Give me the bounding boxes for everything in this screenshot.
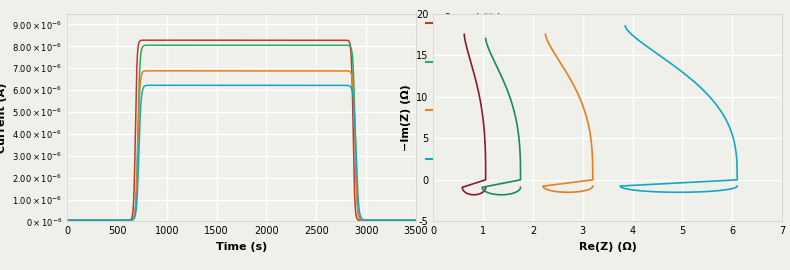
Line: Sensor Response
After 14 Days in
Low Relative
Humidity: Sensor Response After 14 Days in Low Rel… <box>67 85 416 220</box>
Sensor Response
After 7 Days in
Low Relative
Humidity <box>411 219 420 222</box>
Sensor Response
After 14 Days in
Low Relative
Humidity <box>147 84 156 87</box>
Sensor Response
After 14 Days in
Low Relative
Humidity <box>62 219 72 222</box>
Sensor Response
After 14 Days in
Low Relative
Humidity <box>145 84 155 87</box>
Sensor Initial
Response <box>194 39 203 42</box>
Sensor Response
After 7 Days in
Low Relative
Humidity <box>144 69 153 72</box>
Sensor Response
After 2 Days in
Low Relative
Humidity <box>219 44 228 47</box>
Sensor Response
After 7 Days in
Low Relative
Humidity <box>194 69 203 72</box>
Y-axis label: Current (A): Current (A) <box>0 82 7 153</box>
Sensor Initial
Response <box>219 39 228 42</box>
Sensor Response
After 7 Days in
Low Relative
Humidity <box>147 69 156 72</box>
Sensor Response
After 14 Days in
Low Relative
Humidity <box>408 219 418 222</box>
Sensor Response
After 7 Days in
Low Relative
Humidity <box>170 69 179 72</box>
Sensor Response
After 2 Days in
Low Relative
Humidity <box>408 219 418 222</box>
Line: Sensor Initial
Response: Sensor Initial Response <box>67 40 416 220</box>
Sensor Response
After 2 Days in
Low Relative
Humidity <box>145 44 155 47</box>
Line: Sensor Response
After 7 Days in
Low Relative
Humidity: Sensor Response After 7 Days in Low Rela… <box>67 71 416 220</box>
Sensor Response
After 7 Days in
Low Relative
Humidity <box>145 69 155 72</box>
Sensor Response
After 7 Days in
Low Relative
Humidity <box>62 219 72 222</box>
Sensor Initial
Response <box>411 219 420 222</box>
Sensor Initial
Response <box>145 39 155 42</box>
Sensor Response
After 14 Days in
Low Relative
Humidity <box>175 84 184 87</box>
Sensor Response
After 14 Days in
Low Relative
Humidity <box>219 84 228 87</box>
Sensor Initial
Response <box>144 39 153 42</box>
Sensor Initial
Response <box>408 219 418 222</box>
Legend: Sensor Initial
Response, Sensor Response
After 2 Days in
Low Relative
Humidity, : Sensor Initial Response, Sensor Response… <box>423 9 521 182</box>
Sensor Response
After 2 Days in
Low Relative
Humidity <box>411 219 420 222</box>
X-axis label: Re(Z) (Ω): Re(Z) (Ω) <box>579 242 637 252</box>
Sensor Response
After 2 Days in
Low Relative
Humidity <box>62 219 72 222</box>
Sensor Initial
Response <box>147 39 156 42</box>
Sensor Response
After 2 Days in
Low Relative
Humidity <box>170 44 179 47</box>
Sensor Response
After 14 Days in
Low Relative
Humidity <box>411 219 420 222</box>
Line: Sensor Response
After 2 Days in
Low Relative
Humidity: Sensor Response After 2 Days in Low Rela… <box>67 45 416 220</box>
Sensor Initial
Response <box>161 39 171 42</box>
Sensor Response
After 14 Days in
Low Relative
Humidity <box>144 84 153 87</box>
Sensor Response
After 7 Days in
Low Relative
Humidity <box>408 219 418 222</box>
Sensor Response
After 2 Days in
Low Relative
Humidity <box>144 44 153 47</box>
Y-axis label: −Im(Z) (Ω): −Im(Z) (Ω) <box>401 84 411 151</box>
Sensor Response
After 7 Days in
Low Relative
Humidity <box>219 69 228 72</box>
Sensor Initial
Response <box>62 219 72 222</box>
Sensor Response
After 2 Days in
Low Relative
Humidity <box>194 44 203 47</box>
Sensor Response
After 14 Days in
Low Relative
Humidity <box>194 84 203 87</box>
X-axis label: Time (s): Time (s) <box>216 242 267 252</box>
Sensor Response
After 2 Days in
Low Relative
Humidity <box>147 44 156 47</box>
